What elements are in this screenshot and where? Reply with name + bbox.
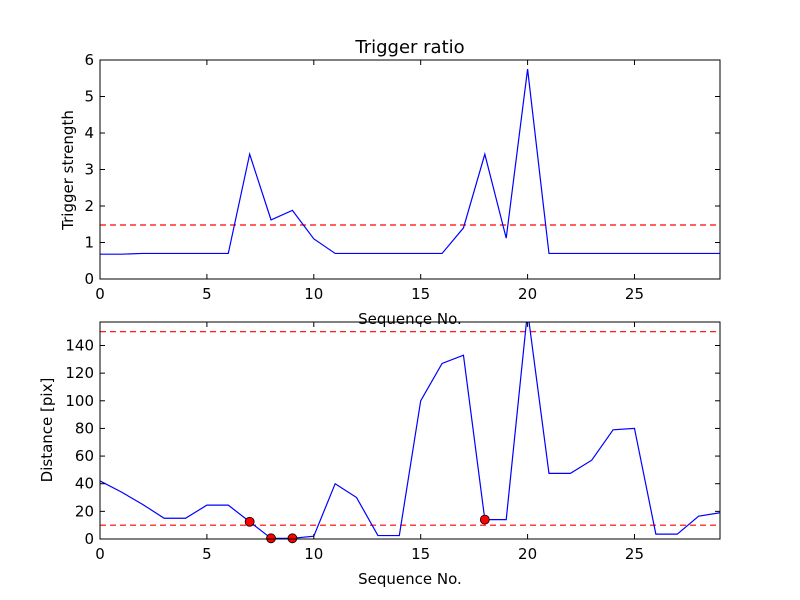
y-tick-label: 20 (75, 502, 94, 520)
series-line (100, 69, 720, 255)
y-tick-label: 6 (84, 51, 94, 69)
x-tick-label: 0 (95, 545, 105, 563)
distance-panel: 0 5 10 15 20 25 0 20 40 60 80 100 120 140 Sequence No… (38, 321, 721, 588)
x-tick-label: 5 (202, 285, 212, 303)
x-tick-label: 10 (304, 545, 323, 563)
x-tick-label: 20 (518, 545, 537, 563)
x-tick-label: 10 (304, 285, 323, 303)
y-tick-label: 0 (84, 270, 94, 288)
x-axis-label: Sequence No. (358, 570, 462, 588)
x-tick-label: 5 (202, 545, 212, 563)
y-axis-label: Distance [pix] (38, 378, 56, 483)
y-tick-label: 0 (84, 530, 94, 548)
data-layer (100, 322, 720, 539)
y-tick-label: 40 (75, 475, 94, 493)
y-tick-label: 3 (84, 161, 94, 179)
y-axis-label: Trigger strength (59, 110, 77, 231)
distance-plot-area (100, 322, 720, 544)
x-tick-label: 25 (625, 545, 644, 563)
highlight-marker (244, 516, 255, 527)
x-tick-label: 25 (625, 285, 644, 303)
y-tick-label: 60 (75, 447, 94, 465)
x-tick-label: 0 (95, 285, 105, 303)
chart-title: Trigger ratio (354, 37, 464, 58)
highlight-marker (479, 514, 490, 525)
data-layer (100, 69, 720, 255)
x-axis-label: Sequence No. (358, 310, 462, 328)
highlight-marker (266, 533, 276, 544)
axes-frame (99, 59, 721, 280)
y-tick-label: 4 (84, 124, 94, 142)
y-tick-label: 100 (65, 392, 94, 410)
trigger-plot-area (100, 69, 720, 255)
highlight-marker (287, 533, 298, 544)
x-tick-label: 20 (518, 285, 537, 303)
x-tick-label: 15 (411, 545, 430, 563)
series-line (100, 322, 720, 539)
distance-axes-ticks: 0 5 10 15 20 25 0 20 40 60 80 100 120 140 (65, 321, 721, 563)
y-tick-label: 2 (84, 197, 94, 215)
y-tick-label: 120 (65, 364, 94, 382)
y-tick-label: 1 (84, 234, 94, 252)
y-tick-label: 5 (84, 88, 94, 106)
y-tick-label: 140 (65, 336, 94, 354)
trigger-ratio-panel: Trigger ratio 0 5 10 15 20 25 0 1 2 3 4 5 6 Sequence… (59, 37, 721, 328)
x-tick-label: 15 (411, 285, 430, 303)
y-tick-label: 80 (75, 419, 94, 437)
trigger-axes-ticks: 0 5 10 15 20 25 0 1 2 3 4 5 6 (84, 51, 721, 303)
axes-frame (99, 321, 721, 540)
